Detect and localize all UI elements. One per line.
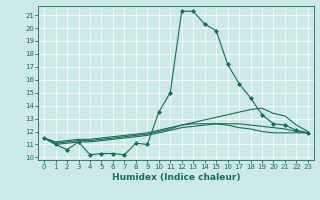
X-axis label: Humidex (Indice chaleur): Humidex (Indice chaleur): [112, 173, 240, 182]
